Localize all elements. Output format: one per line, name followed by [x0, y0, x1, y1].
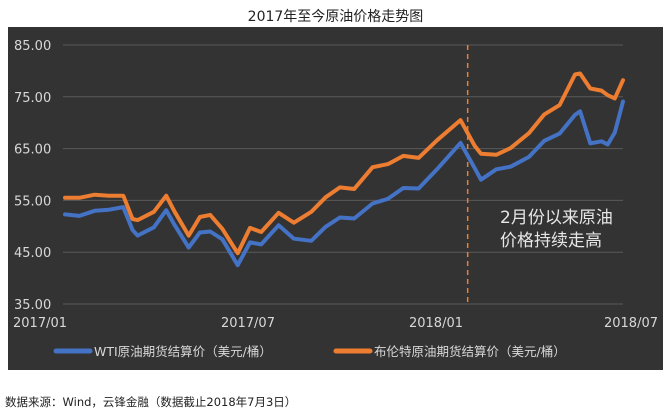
- line-chart: 35.00 45.00 55.00 65.00 75.00 85.00 2017/01 201…: [13, 39, 658, 359]
- source-note: 数据来源：Wind，云锋金融（数据截止2018年7月3日）: [5, 395, 297, 409]
- y-tick-label: 75.00: [14, 91, 51, 106]
- chart-title: 2017年至今原油价格走势图: [247, 9, 424, 25]
- y-tick-label: 65.00: [14, 143, 51, 158]
- legend-label: WTI原油期货结算价（美元/桶）: [94, 344, 272, 359]
- y-tick-label: 45.00: [14, 246, 51, 261]
- legend-label: 布伦特原油期货结算价（美元/桶）: [374, 344, 566, 359]
- x-tick-label: 2017/01: [13, 316, 67, 331]
- x-tick-label: 2018/07: [604, 316, 658, 331]
- x-tick-label: 2017/07: [221, 316, 275, 331]
- y-tick-label: 35.00: [14, 298, 51, 313]
- series-line-wti: [63, 99, 625, 268]
- y-tick-label: 55.00: [14, 194, 51, 209]
- series-line-brent: [63, 71, 625, 256]
- chart-panel: 35.00 45.00 55.00 65.00 75.00 85.00 2017/01 201…: [8, 27, 663, 370]
- annotation-text: 价格持续走高: [500, 231, 602, 251]
- annotation-text: 2月份以来原油: [500, 208, 613, 228]
- y-tick-label: 85.00: [14, 39, 51, 54]
- x-tick-label: 2018/01: [409, 316, 463, 331]
